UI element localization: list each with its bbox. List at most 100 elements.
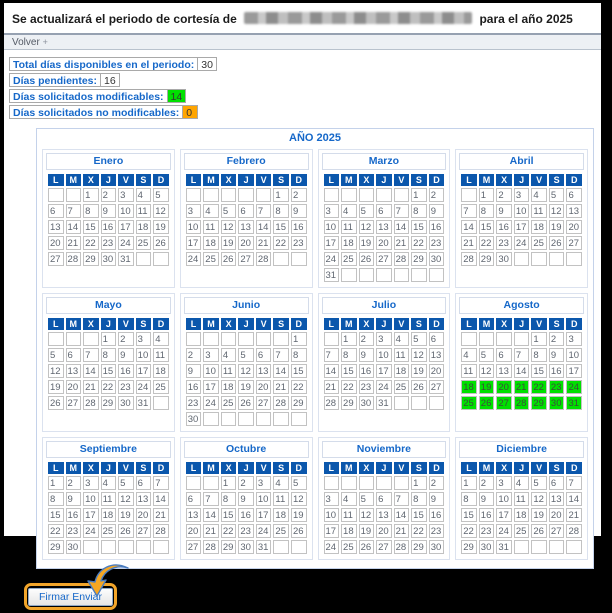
day-cell[interactable]: 25 (461, 396, 477, 410)
day-cell[interactable]: 17 (323, 524, 340, 538)
day-cell[interactable]: 1 (411, 476, 427, 490)
day-cell[interactable]: 17 (255, 508, 272, 522)
day-cell[interactable]: 8 (83, 204, 99, 218)
day-cell[interactable]: 13 (185, 508, 202, 522)
day-cell[interactable]: 11 (393, 348, 410, 362)
day-cell[interactable]: 26 (358, 252, 375, 266)
day-cell[interactable]: 1 (531, 332, 547, 346)
day-cell[interactable]: 22 (341, 380, 357, 394)
day-cell[interactable]: 23 (428, 524, 445, 538)
day-cell[interactable]: 18 (513, 508, 530, 522)
day-cell[interactable]: 18 (341, 524, 357, 538)
day-cell[interactable]: 28 (203, 540, 219, 554)
day-cell[interactable]: 6 (428, 332, 445, 346)
day-cell[interactable]: 23 (65, 524, 82, 538)
day-cell[interactable]: 21 (323, 380, 340, 394)
day-cell[interactable]: 21 (255, 236, 272, 250)
day-cell[interactable]: 3 (323, 204, 340, 218)
day-cell[interactable]: 19 (358, 524, 375, 538)
day-cell[interactable]: 15 (220, 508, 237, 522)
day-cell[interactable]: 27 (238, 252, 254, 266)
day-cell[interactable]: 13 (376, 220, 392, 234)
day-cell[interactable]: 3 (566, 332, 582, 346)
day-cell[interactable]: 11 (135, 204, 152, 218)
day-cell[interactable]: 10 (83, 492, 99, 506)
day-cell[interactable]: 18 (153, 364, 169, 378)
day-cell[interactable]: 3 (513, 188, 530, 202)
day-cell[interactable]: 4 (341, 204, 357, 218)
day-cell[interactable]: 18 (531, 220, 547, 234)
day-cell[interactable]: 5 (238, 348, 254, 362)
day-cell[interactable]: 8 (411, 492, 427, 506)
day-cell[interactable]: 14 (65, 220, 82, 234)
day-cell[interactable]: 3 (83, 476, 99, 490)
day-cell[interactable]: 24 (566, 380, 582, 394)
day-cell[interactable]: 7 (203, 492, 219, 506)
day-cell[interactable]: 20 (376, 524, 392, 538)
day-cell[interactable]: 10 (566, 348, 582, 362)
day-cell[interactable]: 4 (100, 476, 117, 490)
day-cell[interactable]: 4 (393, 332, 410, 346)
day-cell[interactable]: 2 (238, 476, 254, 490)
day-cell[interactable]: 27 (566, 236, 582, 250)
day-cell[interactable]: 20 (48, 236, 64, 250)
day-cell[interactable]: 14 (461, 220, 477, 234)
day-cell[interactable]: 11 (461, 364, 477, 378)
day-cell[interactable]: 1 (411, 188, 427, 202)
day-cell[interactable]: 22 (461, 524, 477, 538)
day-cell[interactable]: 29 (341, 396, 357, 410)
day-cell[interactable]: 24 (203, 396, 219, 410)
day-cell[interactable]: 18 (341, 236, 357, 250)
day-cell[interactable]: 5 (358, 204, 375, 218)
day-cell[interactable]: 6 (548, 476, 565, 490)
day-cell[interactable]: 17 (135, 364, 152, 378)
day-cell[interactable]: 10 (323, 508, 340, 522)
day-cell[interactable]: 28 (153, 524, 169, 538)
day-cell[interactable]: 3 (185, 204, 202, 218)
day-cell[interactable]: 24 (135, 380, 152, 394)
day-cell[interactable]: 25 (100, 524, 117, 538)
day-cell[interactable]: 31 (255, 540, 272, 554)
day-cell[interactable]: 22 (273, 236, 289, 250)
day-cell[interactable]: 14 (255, 220, 272, 234)
day-cell[interactable]: 17 (566, 364, 582, 378)
day-cell[interactable]: 1 (273, 188, 289, 202)
day-cell[interactable]: 7 (461, 204, 477, 218)
day-cell[interactable]: 15 (411, 220, 427, 234)
day-cell[interactable]: 29 (83, 252, 99, 266)
day-cell[interactable]: 29 (290, 396, 307, 410)
day-cell[interactable]: 25 (531, 236, 547, 250)
day-cell[interactable]: 29 (48, 540, 64, 554)
day-cell[interactable]: 24 (118, 236, 134, 250)
day-cell[interactable]: 15 (531, 364, 547, 378)
day-cell[interactable]: 27 (65, 396, 82, 410)
day-cell[interactable]: 28 (65, 252, 82, 266)
day-cell[interactable]: 20 (238, 236, 254, 250)
day-cell[interactable]: 25 (153, 380, 169, 394)
day-cell[interactable]: 11 (153, 348, 169, 362)
day-cell[interactable]: 1 (83, 188, 99, 202)
day-cell[interactable]: 9 (65, 492, 82, 506)
day-cell[interactable]: 15 (83, 220, 99, 234)
day-cell[interactable]: 20 (566, 220, 582, 234)
day-cell[interactable]: 3 (323, 492, 340, 506)
day-cell[interactable]: 31 (496, 540, 512, 554)
day-cell[interactable]: 28 (566, 524, 582, 538)
day-cell[interactable]: 17 (83, 508, 99, 522)
day-cell[interactable]: 21 (513, 380, 530, 394)
day-cell[interactable]: 7 (83, 348, 99, 362)
day-cell[interactable]: 9 (118, 348, 134, 362)
day-cell[interactable]: 9 (548, 348, 565, 362)
day-cell[interactable]: 30 (238, 540, 254, 554)
day-cell[interactable]: 1 (478, 188, 495, 202)
day-cell[interactable]: 31 (135, 396, 152, 410)
day-cell[interactable]: 8 (411, 204, 427, 218)
day-cell[interactable]: 9 (185, 364, 202, 378)
day-cell[interactable]: 13 (566, 204, 582, 218)
day-cell[interactable]: 14 (566, 492, 582, 506)
day-cell[interactable]: 27 (496, 396, 512, 410)
day-cell[interactable]: 6 (496, 348, 512, 362)
day-cell[interactable]: 24 (323, 540, 340, 554)
day-cell[interactable]: 5 (358, 492, 375, 506)
day-cell[interactable]: 18 (203, 236, 219, 250)
